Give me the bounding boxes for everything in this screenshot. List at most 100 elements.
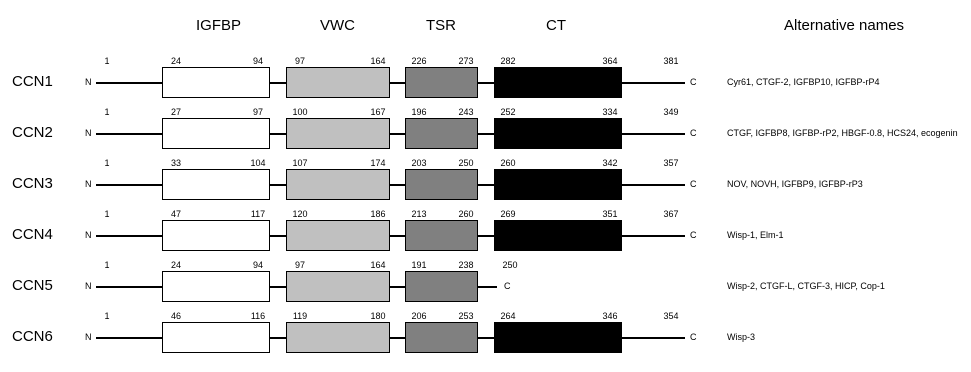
domain-start-number: 119 — [292, 311, 308, 321]
domain-end-number: 97 — [252, 107, 264, 117]
domain-igfbp-box — [162, 220, 270, 251]
domain-tsr-box — [405, 220, 478, 251]
alternative-names-text: Wisp-1, Elm-1 — [727, 230, 784, 240]
protein-name: CCN1 — [12, 73, 53, 90]
domain-start-number: 47 — [170, 209, 182, 219]
domain-end-number: 351 — [602, 209, 618, 219]
domain-start-number: 100 — [292, 107, 308, 117]
domain-vwc-box — [286, 322, 390, 353]
protein-row-ccn2: CCN2 N C 1 349 27 97 100 167 196 243 252 334 CTGF, IG… — [0, 107, 971, 157]
domain-igfbp-box — [162, 169, 270, 200]
domain-tsr-box — [405, 169, 478, 200]
residue-end-number: 381 — [663, 56, 679, 66]
domain-end-number: 94 — [252, 260, 264, 270]
residue-start-number: 1 — [104, 209, 110, 219]
domain-start-number: 97 — [294, 56, 306, 66]
residue-end-number: 357 — [663, 158, 679, 168]
domain-start-number: 203 — [411, 158, 427, 168]
domain-igfbp-box — [162, 67, 270, 98]
backbone-line — [96, 82, 685, 84]
domain-start-number: 226 — [411, 56, 427, 66]
alternative-names-text: Cyr61, CTGF-2, IGFBP10, IGFBP-rP4 — [727, 77, 880, 87]
domain-ct-box — [494, 118, 622, 149]
domain-vwc-box — [286, 169, 390, 200]
c-terminus-label: C — [690, 230, 697, 240]
protein-row-ccn5: CCN5 N C 1 250 24 94 97 164 191 238 Wisp-2, CTGF-L,… — [0, 260, 971, 310]
residue-start-number: 1 — [104, 56, 110, 66]
domain-ct-box — [494, 322, 622, 353]
protein-name: CCN4 — [12, 226, 53, 243]
backbone-line — [96, 337, 685, 339]
protein-name: CCN3 — [12, 175, 53, 192]
domain-end-number: 260 — [458, 209, 474, 219]
n-terminus-label: N — [85, 77, 92, 87]
domain-end-number: 250 — [458, 158, 474, 168]
domain-igfbp-box — [162, 322, 270, 353]
c-terminus-label: C — [690, 77, 697, 87]
domain-ct-box — [494, 169, 622, 200]
n-terminus-label: N — [85, 179, 92, 189]
header-igfbp: IGFBP — [196, 17, 242, 34]
c-terminus-label: C — [690, 332, 697, 342]
protein-name: CCN5 — [12, 277, 53, 294]
domain-tsr-box — [405, 271, 478, 302]
domain-start-number: 33 — [170, 158, 182, 168]
residue-end-number: 367 — [663, 209, 679, 219]
domain-start-number: 269 — [500, 209, 516, 219]
backbone-line — [96, 235, 685, 237]
domain-start-number: 97 — [294, 260, 306, 270]
domain-end-number: 238 — [458, 260, 474, 270]
domain-start-number: 213 — [411, 209, 427, 219]
domain-vwc-box — [286, 271, 390, 302]
domain-end-number: 342 — [602, 158, 618, 168]
domain-start-number: 27 — [170, 107, 182, 117]
domain-end-number: 253 — [458, 311, 474, 321]
domain-start-number: 46 — [170, 311, 182, 321]
domain-igfbp-box — [162, 271, 270, 302]
domain-tsr-box — [405, 67, 478, 98]
domain-end-number: 180 — [370, 311, 386, 321]
domain-start-number: 191 — [411, 260, 427, 270]
domain-start-number: 252 — [500, 107, 516, 117]
residue-start-number: 1 — [104, 158, 110, 168]
residue-end-number: 354 — [663, 311, 679, 321]
domain-vwc-box — [286, 118, 390, 149]
residue-end-number: 349 — [663, 107, 679, 117]
alternative-names-text: CTGF, IGFBP8, IGFBP-rP2, HBGF-0.8, HCS24… — [727, 128, 958, 138]
protein-name: CCN2 — [12, 124, 53, 141]
n-terminus-label: N — [85, 332, 92, 342]
domain-end-number: 273 — [458, 56, 474, 66]
c-terminus-label: C — [690, 179, 697, 189]
domain-end-number: 334 — [602, 107, 618, 117]
domain-tsr-box — [405, 322, 478, 353]
domain-vwc-box — [286, 67, 390, 98]
domain-start-number: 196 — [411, 107, 427, 117]
n-terminus-label: N — [85, 230, 92, 240]
domain-start-number: 264 — [500, 311, 516, 321]
domain-end-number: 164 — [370, 260, 386, 270]
alternative-names-text: Wisp-3 — [727, 332, 756, 342]
residue-start-number: 1 — [104, 260, 110, 270]
domain-end-number: 94 — [252, 56, 264, 66]
header-vwc: VWC — [320, 17, 355, 34]
residue-end-number: 250 — [502, 260, 518, 270]
domain-end-number: 186 — [370, 209, 386, 219]
backbone-line — [96, 184, 685, 186]
domain-start-number: 24 — [170, 260, 182, 270]
domain-start-number: 282 — [500, 56, 516, 66]
domain-start-number: 206 — [411, 311, 427, 321]
domain-end-number: 164 — [370, 56, 386, 66]
protein-row-ccn3: CCN3 N C 1 357 33 104 107 174 203 250 260 342 NOV, NO… — [0, 158, 971, 208]
domain-end-number: 174 — [370, 158, 386, 168]
domain-tsr-box — [405, 118, 478, 149]
backbone-line — [96, 133, 685, 135]
domain-start-number: 24 — [170, 56, 182, 66]
domain-end-number: 346 — [602, 311, 618, 321]
residue-start-number: 1 — [104, 311, 110, 321]
c-terminus-label: C — [690, 128, 697, 138]
domain-end-number: 116 — [250, 311, 266, 321]
header-ct: CT — [546, 17, 566, 34]
alternative-names-text: Wisp-2, CTGF-L, CTGF-3, HICP, Cop-1 — [727, 281, 885, 291]
n-terminus-label: N — [85, 281, 92, 291]
domain-end-number: 117 — [250, 209, 266, 219]
